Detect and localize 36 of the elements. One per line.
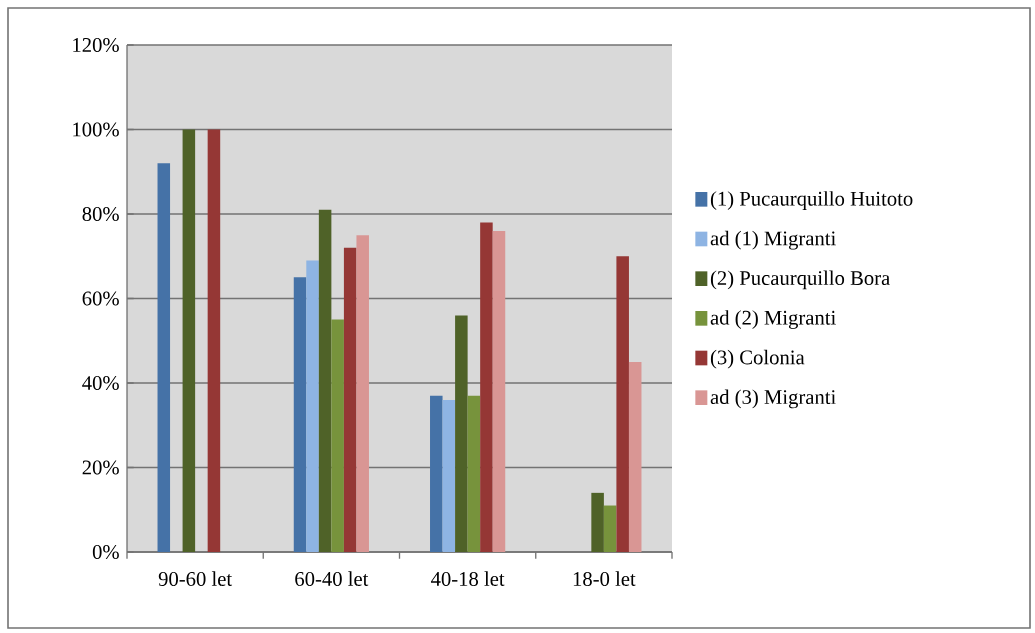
legend-label: ad (3) Migranti [710, 389, 836, 409]
y-tick-label: 0% [92, 545, 119, 560]
legend-label: (1) Pucaurquillo Huitoto [710, 191, 913, 210]
y-tick-label: 80% [82, 207, 119, 222]
bar [157, 163, 171, 552]
x-tick-label: 60-40 let [295, 571, 369, 586]
y-tick-label: 100% [73, 122, 119, 137]
bar [182, 129, 196, 552]
bar [430, 395, 443, 552]
legend-label: (2) Pucaurquillo Bora [710, 270, 890, 290]
legend-label: ad (1) Migranti [710, 230, 836, 250]
y-tick-label: 120% [73, 38, 119, 53]
bar [480, 222, 493, 552]
bar [318, 209, 332, 552]
y-tick-label: 20% [82, 460, 119, 475]
bar [207, 129, 221, 552]
bar [591, 492, 604, 552]
bar [455, 315, 468, 552]
x-tick-label: 40-18 let [431, 571, 505, 586]
bar [331, 319, 344, 552]
x-tick-label: 90-60 let [158, 571, 233, 586]
bar [356, 235, 369, 552]
legend-label: (3) Colonia [710, 349, 805, 369]
x-tick-label: 18-0 let [573, 571, 636, 586]
bar [616, 256, 629, 552]
bar [603, 505, 617, 552]
y-tick-label: 40% [82, 376, 119, 391]
bar [343, 247, 357, 552]
bar [628, 361, 642, 552]
bar [467, 395, 481, 552]
bar [293, 277, 307, 552]
legend-label: ad (2) Migranti [710, 310, 836, 329]
bar [442, 399, 456, 552]
bar [492, 230, 506, 552]
y-tick-label: 60% [82, 291, 119, 306]
bar [306, 260, 319, 552]
